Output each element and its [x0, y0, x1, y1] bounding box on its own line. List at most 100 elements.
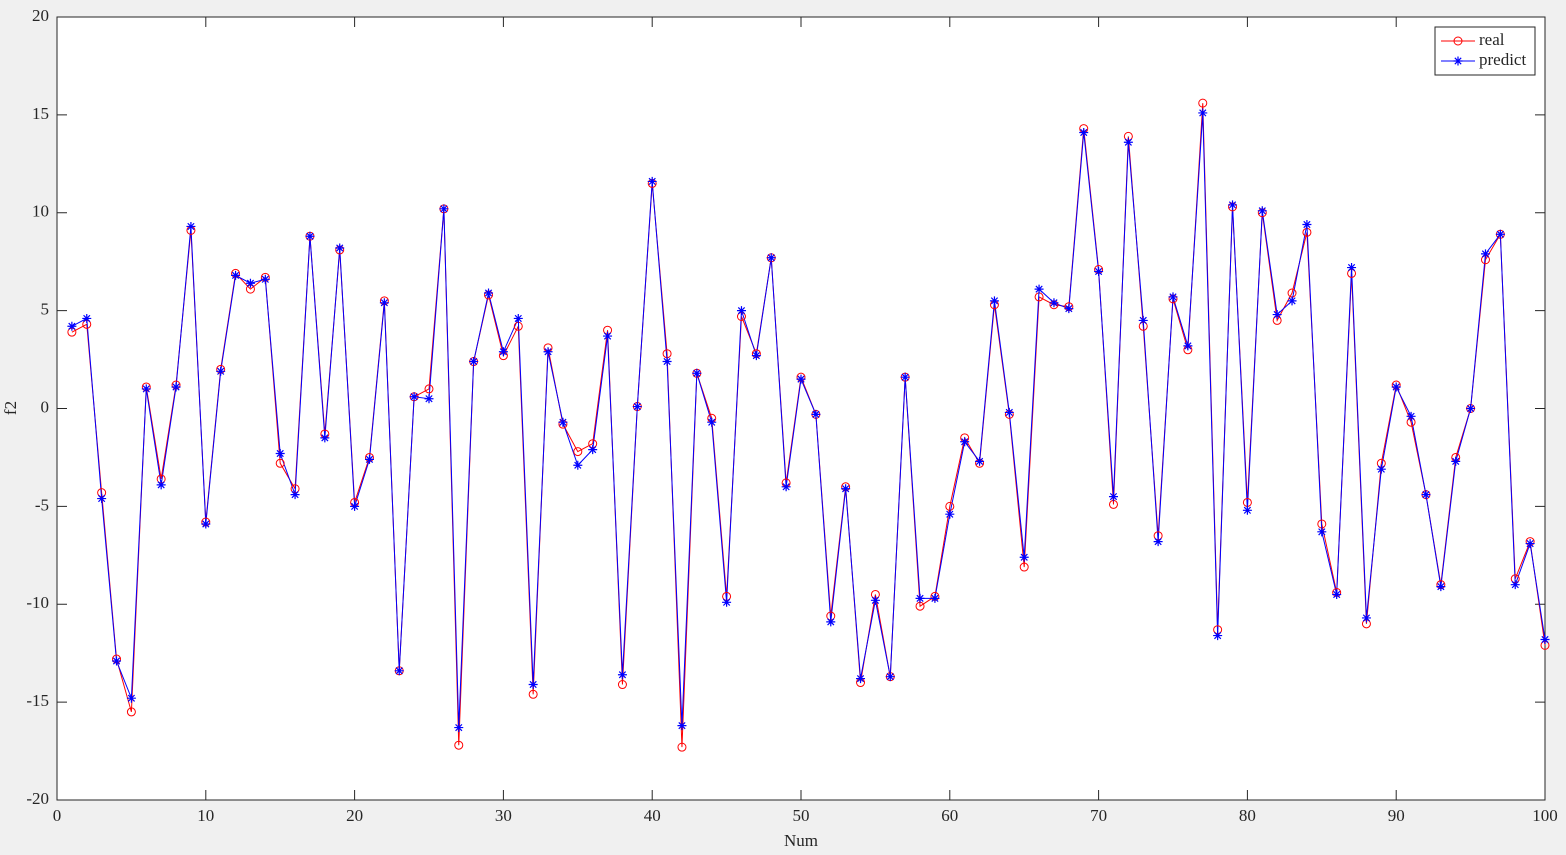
point: [1347, 263, 1357, 273]
point: [305, 231, 315, 241]
point: [573, 447, 583, 457]
point: [424, 384, 434, 394]
point: [1213, 631, 1223, 641]
point: [1094, 266, 1104, 276]
point: [707, 417, 717, 427]
point: [67, 321, 77, 331]
point: [112, 656, 122, 666]
point: [885, 672, 895, 682]
point: [1123, 137, 1133, 147]
point: [1466, 404, 1476, 413]
point: [632, 402, 642, 412]
y-tick-label: 0: [41, 397, 50, 416]
point: [350, 501, 360, 511]
point: [1183, 341, 1193, 351]
point: [97, 494, 107, 504]
point: [766, 253, 776, 263]
point: [364, 454, 374, 464]
x-tick-label: 70: [1090, 806, 1107, 825]
x-tick-label: 0: [53, 806, 62, 825]
point: [870, 595, 880, 605]
point: [82, 313, 92, 323]
legend-label: predict: [1479, 50, 1526, 69]
point: [1019, 552, 1029, 562]
y-axis-label: f2: [1, 401, 20, 415]
point: [751, 351, 761, 361]
legend-marker: [1453, 36, 1463, 46]
point: [1064, 304, 1074, 314]
point: [469, 357, 479, 367]
legend-label: real: [1479, 30, 1505, 49]
point: [1034, 284, 1044, 294]
point: [320, 433, 330, 443]
point: [960, 437, 970, 447]
point: [796, 374, 806, 384]
point: [662, 357, 672, 367]
point: [1317, 527, 1327, 537]
point: [1019, 562, 1029, 572]
point: [1525, 539, 1535, 549]
y-tick-label: 10: [32, 202, 49, 221]
point: [1079, 127, 1089, 137]
point: [126, 693, 136, 703]
point: [603, 331, 613, 341]
point: [1376, 464, 1386, 474]
point: [484, 288, 494, 298]
legend-marker: [1453, 56, 1463, 66]
point: [454, 723, 464, 733]
point: [989, 296, 999, 306]
plot-area: [56, 16, 1546, 801]
y-tick-label: 5: [41, 300, 50, 319]
point: [528, 689, 538, 699]
point: [558, 417, 568, 427]
point: [424, 394, 434, 404]
legend-box: [1434, 26, 1536, 76]
point: [1004, 407, 1014, 417]
point: [513, 313, 523, 323]
point: [1198, 98, 1208, 108]
point: [1198, 108, 1208, 118]
point: [1168, 292, 1178, 302]
point: [394, 666, 404, 676]
y-tick-label: -15: [26, 691, 49, 710]
point: [1049, 298, 1059, 308]
point: [171, 382, 181, 392]
point: [231, 270, 241, 280]
point: [781, 482, 791, 492]
point: [156, 480, 166, 490]
x-tick-label: 80: [1239, 806, 1256, 825]
point: [1421, 490, 1431, 500]
point: [900, 372, 910, 382]
y-tick-label: -5: [35, 495, 49, 514]
x-tick-label: 10: [197, 806, 214, 825]
point: [186, 221, 196, 231]
point: [335, 243, 345, 253]
point: [856, 674, 866, 684]
point: [141, 384, 151, 394]
point: [736, 306, 746, 316]
point: [1257, 206, 1267, 216]
y-tick-label: -20: [26, 789, 49, 808]
point: [945, 509, 955, 519]
point: [275, 458, 285, 468]
point: [1138, 315, 1148, 325]
series-line: [71, 112, 1546, 728]
point: [647, 176, 657, 186]
point: [677, 742, 687, 752]
point: [1391, 382, 1401, 392]
point: [841, 484, 851, 494]
point: [915, 593, 925, 603]
point: [1272, 310, 1282, 320]
y-tick-label: -10: [26, 593, 49, 612]
x-tick-label: 20: [346, 806, 363, 825]
point: [588, 445, 598, 455]
point: [1228, 200, 1238, 210]
point: [677, 721, 687, 731]
point: [409, 392, 419, 402]
point: [1451, 456, 1461, 466]
point: [439, 204, 449, 214]
point: [1108, 492, 1118, 502]
point: [275, 449, 285, 459]
